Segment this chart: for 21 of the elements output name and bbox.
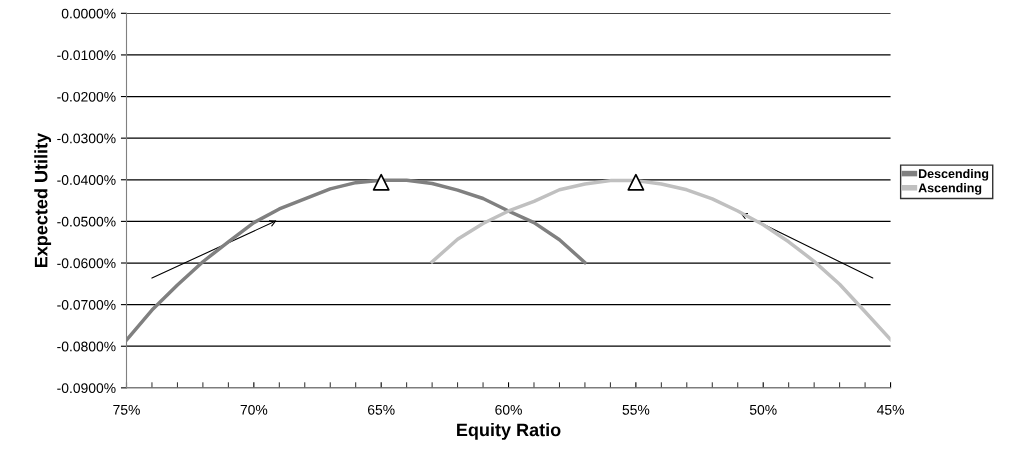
- y-tick-label: -0.0600%: [57, 258, 116, 269]
- y-tick-label: -0.0100%: [57, 50, 116, 61]
- y-tick-label: -0.0900%: [57, 383, 116, 394]
- x-tick-label: 60%: [495, 404, 522, 415]
- y-tick-label: 0.0000%: [61, 8, 116, 19]
- y-tick-label: -0.0700%: [57, 299, 116, 310]
- y-tick-label: -0.0800%: [57, 341, 116, 352]
- x-tick-label: 55%: [622, 404, 650, 415]
- y-tick-label: -0.0400%: [57, 175, 116, 185]
- y-tick-label: -0.0300%: [57, 133, 116, 144]
- x-axis-title: Equity Ratio: [457, 423, 561, 440]
- y-tick-label: -0.0200%: [57, 91, 116, 102]
- x-tick-label: 75%: [113, 404, 140, 415]
- x-tick-label: 45%: [876, 404, 904, 415]
- legend-label: Descending: [918, 168, 989, 181]
- legend-label: Ascending: [918, 183, 982, 195]
- x-tick-label: 65%: [367, 404, 395, 415]
- x-tick-label: 50%: [749, 404, 777, 415]
- x-tick-label: 70%: [240, 404, 268, 415]
- y-axis-title: Expected Utility: [34, 132, 52, 268]
- y-tick-label: -0.0500%: [57, 216, 116, 227]
